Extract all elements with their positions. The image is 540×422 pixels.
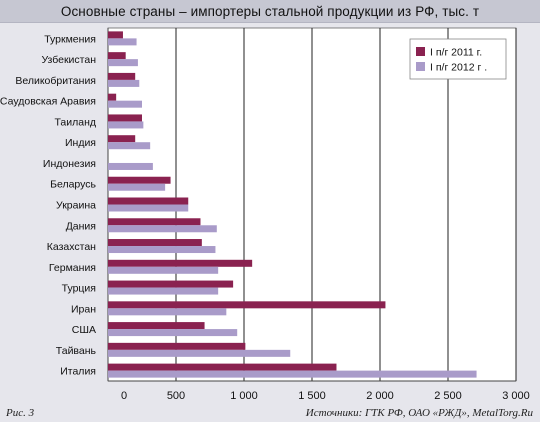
bar-2012 [108, 142, 151, 150]
bar-2011 [108, 114, 142, 122]
bar-2012 [108, 370, 477, 378]
y-category-label: Узбекистан [41, 54, 96, 66]
bar-2011 [108, 93, 117, 101]
y-category-label: США [72, 324, 96, 336]
x-tick-label: 3 000 [502, 390, 530, 402]
y-category-label: Индонезия [43, 158, 96, 170]
source-note: Источники: ГТК РФ, ОАО «РЖД», MetalTorg.… [305, 407, 533, 419]
bar-2011 [108, 197, 189, 205]
bar-2012 [108, 287, 219, 295]
bar-2011 [108, 322, 205, 330]
bar-2011 [108, 280, 234, 288]
bar-2012 [108, 225, 217, 233]
x-tick-label: 2 000 [366, 390, 394, 402]
x-tick-label: 0 [121, 390, 127, 402]
legend-swatch-2012 [416, 62, 425, 71]
figure-label: Рис. 3 [6, 407, 35, 419]
y-category-label: Дания [66, 220, 96, 232]
bar-2012 [108, 204, 189, 212]
chart-container: 0 500 1 000 1 500 2 000 2 500 3 000 Туркмения Уз… [0, 23, 540, 406]
x-tick-label: 2 500 [434, 390, 462, 402]
y-category-label: Казахстан [47, 241, 96, 253]
bar-2011 [108, 363, 337, 371]
bar-2012 [108, 121, 144, 129]
bar-2012 [108, 246, 216, 254]
y-category-label: Таиланд [54, 116, 96, 128]
y-category-label: Великобритания [15, 75, 96, 87]
y-category-label: Иран [71, 303, 96, 315]
chart-title: Основные страны – импортеры стальной про… [60, 3, 480, 19]
bar-2011 [108, 72, 136, 80]
bar-2011 [108, 135, 136, 143]
y-category-label: Индия [65, 137, 96, 149]
figure-footer: Рис. 3 Источники: ГТК РФ, ОАО «РЖД», Met… [0, 406, 540, 422]
y-category-label: Саудовская Аравия [0, 96, 96, 108]
bar-2012 [108, 100, 142, 108]
y-category-label: Украина [56, 200, 96, 212]
bar-2011 [108, 31, 123, 39]
bar-2012 [108, 329, 238, 337]
bar-2011 [108, 218, 201, 226]
chart-title-bar: Основные страны – импортеры стальной про… [0, 0, 540, 23]
legend-label: I п/г 2012 г . [430, 62, 487, 74]
bar-chart: 0 500 1 000 1 500 2 000 2 500 3 000 Туркмения Уз… [0, 27, 530, 402]
bar-2011 [108, 176, 171, 184]
legend-box [409, 38, 507, 80]
bar-2012 [108, 162, 153, 170]
bar-2011 [108, 239, 202, 247]
bar-2012 [108, 59, 138, 67]
bar-2012 [108, 183, 166, 191]
y-category-label: Беларусь [50, 179, 96, 191]
bar-2012 [108, 308, 227, 316]
bar-2011 [108, 342, 246, 350]
y-category-label: Италия [60, 366, 96, 378]
legend-label: I п/г 2011 г. [430, 47, 482, 59]
y-category-label: Германия [49, 262, 96, 274]
x-tick-label: 500 [167, 390, 185, 402]
bar-2012 [108, 349, 291, 357]
bar-2012 [108, 79, 140, 87]
bar-2011 [108, 52, 126, 60]
bar-2012 [108, 266, 219, 274]
x-tick-label: 1 000 [230, 390, 258, 402]
x-tick-label: 1 500 [298, 390, 326, 402]
bar-2011 [108, 301, 386, 309]
y-category-label: Тайвань [56, 345, 97, 357]
legend-swatch-2011 [416, 47, 425, 56]
bar-2012 [108, 38, 137, 46]
y-category-label: Турция [62, 283, 96, 295]
bar-2011 [108, 259, 253, 267]
y-category-label: Туркмения [44, 33, 96, 45]
